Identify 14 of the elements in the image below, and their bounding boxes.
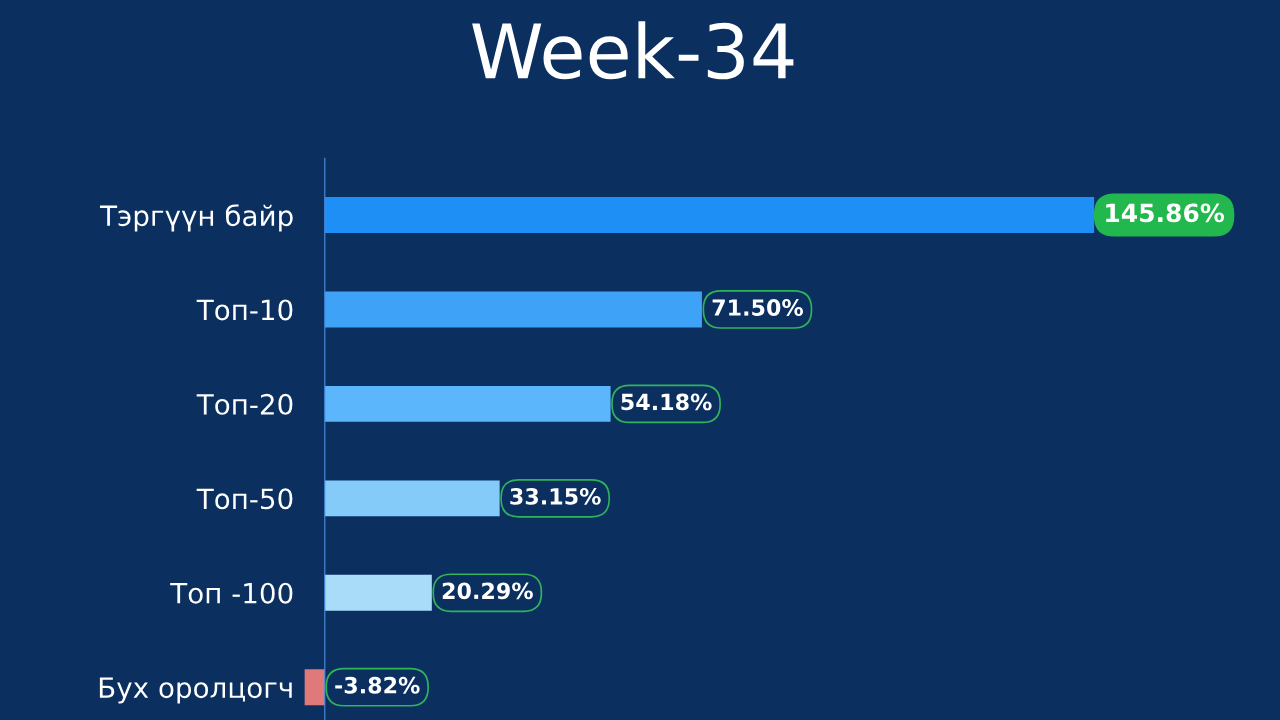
y-tick-label: Топ-10 [196,299,293,321]
chart-title: Week-34 [472,21,794,80]
y-tick-label: Тэргүүн байр [100,204,293,232]
data-label: 54.18% [621,393,712,411]
data-label: 71.50% [712,299,803,316]
data-label: 20.29% [442,582,533,600]
data-label: -3.82% [335,676,420,694]
data-label: 33.15% [510,487,601,505]
bar [304,669,325,706]
y-tick-label: Топ -100 [170,582,293,604]
y-tick-label: Бух оролцогч [99,677,292,704]
y-tick-label: Топ-20 [196,393,293,415]
data-label: 145.86% [1106,203,1225,223]
y-tick-label: Топ-50 [196,488,293,510]
